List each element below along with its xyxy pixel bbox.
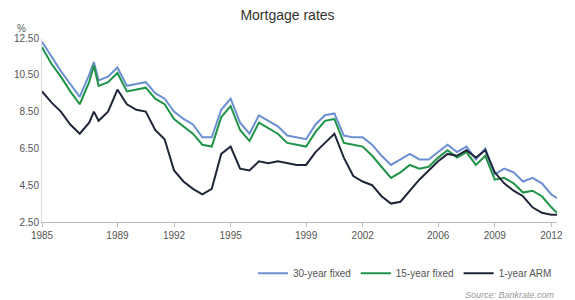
svg-text:Source: Bankrate.com: Source: Bankrate.com: [465, 290, 555, 300]
svg-text:2002: 2002: [352, 230, 375, 241]
svg-text:%: %: [17, 23, 26, 34]
svg-text:6.50: 6.50: [20, 143, 40, 154]
svg-text:1992: 1992: [163, 230, 186, 241]
svg-text:2012: 2012: [540, 230, 563, 241]
svg-text:1989: 1989: [106, 230, 129, 241]
svg-text:4.50: 4.50: [20, 180, 40, 191]
svg-text:1999: 1999: [295, 230, 318, 241]
svg-text:12.50: 12.50: [14, 33, 39, 44]
svg-text:8.50: 8.50: [20, 106, 40, 117]
svg-text:30-year fixed: 30-year fixed: [293, 268, 351, 279]
svg-text:2009: 2009: [484, 230, 507, 241]
svg-text:Mortgage rates: Mortgage rates: [240, 7, 334, 23]
svg-text:1985: 1985: [31, 230, 54, 241]
svg-text:2.50: 2.50: [20, 217, 40, 228]
svg-text:15-year fixed: 15-year fixed: [396, 268, 454, 279]
svg-text:10.50: 10.50: [14, 69, 39, 80]
svg-text:1995: 1995: [220, 230, 243, 241]
svg-text:1-year ARM: 1-year ARM: [499, 268, 552, 279]
svg-text:2006: 2006: [427, 230, 450, 241]
